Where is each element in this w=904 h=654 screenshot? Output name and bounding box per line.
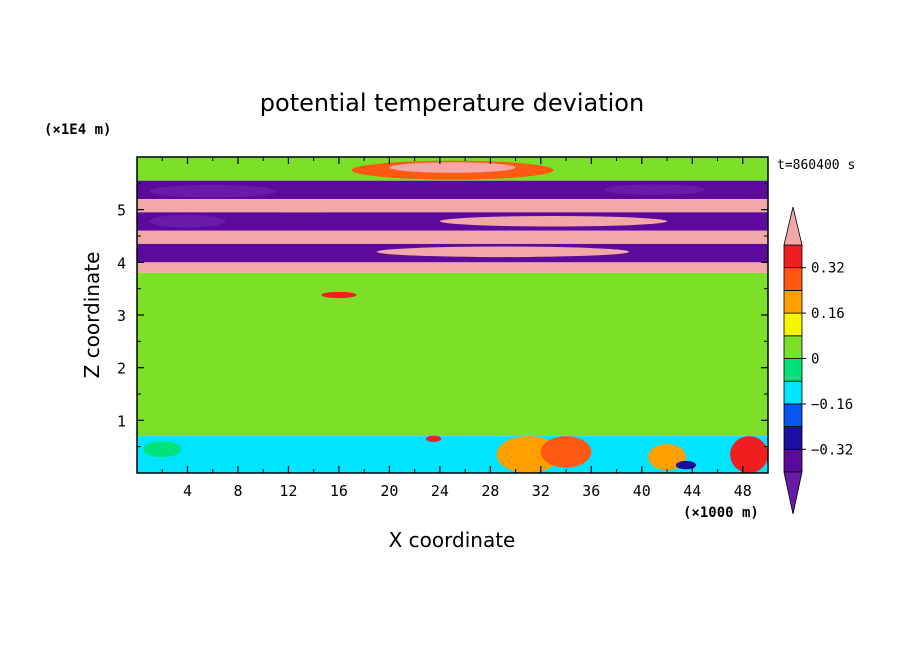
field-blob-16 — [143, 441, 182, 458]
field-blob-15 — [675, 460, 697, 470]
colorbar-label: 0 — [811, 352, 819, 368]
colorbar-label: 0.32 — [811, 261, 845, 277]
field-blob-4 — [212, 201, 390, 213]
x-unit-label: (×1000 m) — [683, 505, 759, 521]
y-unit-label: (×1E4 m) — [44, 122, 111, 138]
field-blob-19 — [477, 342, 554, 351]
x-tick-label: 40 — [633, 482, 651, 500]
field-blob-18 — [212, 316, 264, 325]
field-blob-3 — [603, 184, 705, 195]
y-tick-label: 3 — [117, 307, 126, 325]
colorbar-segment — [783, 289, 803, 314]
field-blob-5 — [439, 215, 668, 227]
x-tick-label: 16 — [330, 482, 348, 500]
x-tick-label: 24 — [431, 482, 449, 500]
field-blob-17 — [425, 435, 442, 442]
chart-title: potential temperature deviation — [260, 89, 644, 117]
field-blob-1 — [389, 162, 516, 173]
colorbar-segment — [783, 358, 803, 382]
field-band-6 — [137, 262, 768, 273]
field-blob-6 — [149, 214, 226, 228]
x-tick-label: 20 — [380, 482, 398, 500]
field-blob-7 — [376, 246, 630, 258]
colorbar-segment — [783, 403, 803, 427]
colorbar-label: −0.32 — [811, 442, 853, 458]
x-tick-label: 36 — [582, 482, 600, 500]
field-band-1 — [137, 180, 768, 200]
colorbar-segment — [783, 448, 803, 473]
colorbar-segment — [783, 380, 803, 405]
field-band-4 — [137, 230, 768, 244]
colorbar: 0.32 0.16 0 −0.16 −0.32 — [783, 206, 853, 515]
field-blob-13 — [282, 446, 371, 473]
x-tick-label: 12 — [279, 482, 297, 500]
field-blob-11 — [730, 436, 768, 473]
field-blob-20 — [288, 385, 365, 393]
colorbar-label: −0.16 — [811, 397, 853, 413]
x-tick-label: 44 — [683, 482, 701, 500]
colorbar-segment — [783, 244, 803, 269]
x-tick-label: 32 — [532, 482, 550, 500]
y-tick-label: 5 — [117, 202, 126, 220]
colorbar-segment — [783, 312, 803, 337]
x-axis-label: X coordinate — [389, 528, 516, 552]
y-axis: 1 2 3 4 5 — [117, 182, 768, 448]
x-axis: 4 8 12 16 20 24 28 32 36 40 44 48 — [161, 157, 752, 500]
colorbar-segment — [783, 335, 803, 359]
y-tick-label: 2 — [117, 360, 126, 378]
time-label: t=860400 s — [777, 158, 855, 173]
colorbar-segment — [783, 426, 803, 450]
field-blob-21 — [603, 405, 680, 415]
field-blob-2 — [149, 184, 276, 198]
field-blob-22 — [389, 306, 491, 314]
colorbar-under-triangle — [783, 471, 803, 515]
x-tick-label: 48 — [734, 482, 752, 500]
y-tick-label: 4 — [117, 254, 126, 272]
colorbar-label: 0.16 — [811, 306, 845, 322]
field-blob-14 — [231, 454, 270, 471]
colorbar-segment — [783, 267, 803, 291]
x-tick-label: 28 — [481, 482, 499, 500]
heatmap-field — [137, 157, 768, 473]
y-tick-label: 1 — [117, 412, 126, 430]
colorbar-over-triangle — [783, 206, 803, 246]
x-tick-label: 4 — [183, 482, 192, 500]
x-tick-label: 8 — [233, 482, 242, 500]
field-blob-8 — [321, 291, 357, 299]
y-axis-label: Z coordinate — [80, 252, 104, 379]
field-blob-10 — [540, 436, 592, 468]
